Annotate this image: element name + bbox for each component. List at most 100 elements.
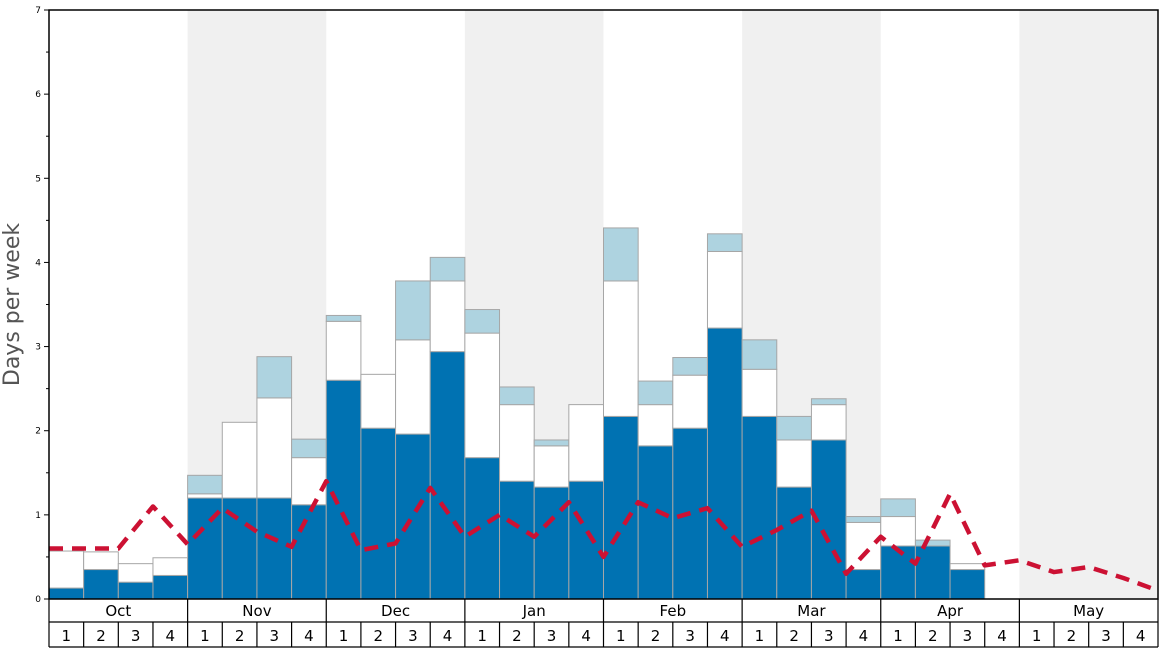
bar-segment-light	[395, 280, 431, 341]
y-tick-label: 2	[35, 427, 41, 437]
bar-segment-light	[880, 498, 916, 518]
week-label: 2	[928, 627, 938, 645]
dashed-line	[49, 478, 1159, 593]
week-label: 1	[62, 627, 72, 645]
month-band	[1019, 10, 1158, 599]
week-label: 4	[443, 627, 453, 645]
bar-segment-dark	[48, 587, 85, 600]
week-label: 3	[131, 627, 141, 645]
y-tick-label: 0	[35, 595, 41, 605]
month-background-bands	[187, 10, 1158, 599]
week-label: 1	[200, 627, 210, 645]
month-label: Dec	[381, 602, 410, 620]
bar-segment-white	[152, 557, 189, 576]
week-label: 4	[581, 627, 591, 645]
week-label: 1	[893, 627, 903, 645]
week-label: 2	[235, 627, 245, 645]
bar-segment-white	[672, 374, 708, 429]
bar-segment-white	[810, 404, 847, 441]
bar-segment-white	[256, 397, 293, 499]
bar-segment-white	[360, 373, 397, 429]
week-label: 3	[963, 627, 973, 645]
bar-segment-light	[914, 539, 951, 547]
week-label: 4	[304, 627, 314, 645]
week-label: 4	[997, 627, 1007, 645]
bar-segment-dark	[568, 480, 604, 600]
bar-segment-light	[810, 398, 847, 406]
month-label: Feb	[660, 602, 687, 620]
bar-segment-dark	[776, 486, 812, 600]
bar-segment-dark	[291, 504, 327, 600]
y-tick-label: 6	[35, 90, 41, 100]
week-label: 2	[512, 627, 522, 645]
bar-segment-dark	[152, 574, 189, 600]
bar-segment-dark	[395, 433, 431, 600]
bar-segment-white	[741, 368, 778, 417]
bar-segment-light	[187, 474, 223, 495]
bar-segment-white	[429, 280, 466, 353]
bar-segment-light	[429, 256, 466, 282]
y-tick-label: 7	[35, 6, 41, 16]
bar-segment-dark	[914, 545, 951, 600]
bar-segment-dark	[499, 480, 535, 600]
bar-segment-white	[845, 521, 882, 571]
bar-segment-dark	[949, 569, 986, 600]
bar-segment-dark	[741, 415, 778, 600]
bar-segment-white	[603, 280, 639, 417]
y-tick-label: 4	[35, 258, 41, 268]
bar-segment-light	[603, 227, 639, 282]
week-label: 4	[720, 627, 730, 645]
month-label: Apr	[937, 602, 964, 620]
week-label: 2	[1067, 627, 1077, 645]
week-label: 3	[1101, 627, 1111, 645]
week-label: 3	[547, 627, 557, 645]
bar-segment-white	[117, 563, 154, 583]
bar-segment-dark	[360, 427, 397, 600]
bar-segment-white	[533, 445, 570, 488]
week-label: 3	[269, 627, 279, 645]
bar-segment-dark	[603, 415, 639, 600]
week-label: 1	[339, 627, 349, 645]
month-label: Oct	[105, 602, 131, 620]
bar-segment-dark	[256, 497, 293, 600]
bar-segment-dark	[637, 445, 674, 600]
bar-segment-light	[741, 339, 778, 370]
week-label: 1	[755, 627, 765, 645]
week-label: 1	[616, 627, 626, 645]
week-label: 3	[685, 627, 695, 645]
month-label: Jan	[522, 602, 546, 620]
y-tick-label: 1	[35, 511, 41, 521]
bar-segment-light	[499, 386, 535, 406]
month-label: Mar	[797, 602, 826, 620]
bar-segment-white	[221, 421, 258, 499]
week-label: 2	[373, 627, 383, 645]
bar-segment-light	[706, 233, 743, 252]
month-label: May	[1073, 602, 1104, 620]
y-axis: 0 1 2 3 4 5 6 7	[35, 6, 49, 605]
y-axis-label: Days per week	[0, 223, 25, 386]
bar-segment-white	[949, 563, 986, 571]
bar-segment-dark	[325, 379, 362, 600]
bar-segment-light	[845, 516, 882, 523]
week-label: 4	[166, 627, 176, 645]
bar-segment-light	[325, 314, 362, 322]
week-label: 1	[1032, 627, 1042, 645]
bar-segment-light	[464, 309, 501, 334]
bar-segment-white	[706, 250, 743, 329]
bar-segment-white	[48, 550, 85, 589]
week-label: 3	[824, 627, 834, 645]
bar-segment-white	[637, 404, 674, 447]
bar-segment-dark	[83, 569, 119, 600]
bar-segment-light	[776, 415, 812, 441]
bar-segment-dark	[117, 581, 154, 600]
bar-segment-light	[533, 439, 570, 447]
week-label: 3	[408, 627, 418, 645]
week-label: 1	[477, 627, 487, 645]
bar-segment-dark	[706, 327, 743, 600]
y-tick-label: 5	[35, 174, 41, 184]
bar-segment-dark	[845, 569, 882, 600]
week-label: 4	[859, 627, 869, 645]
bar-segment-white	[568, 404, 604, 482]
bar-segment-light	[672, 357, 708, 376]
